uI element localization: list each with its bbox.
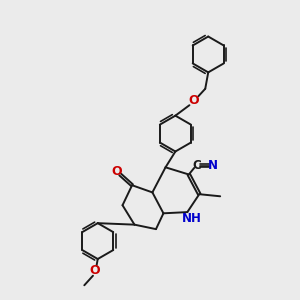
- Text: O: O: [111, 165, 122, 178]
- Text: NH: NH: [182, 212, 202, 225]
- Text: N: N: [208, 159, 218, 172]
- Text: O: O: [89, 264, 100, 278]
- Text: C: C: [192, 159, 201, 172]
- Text: O: O: [189, 94, 199, 107]
